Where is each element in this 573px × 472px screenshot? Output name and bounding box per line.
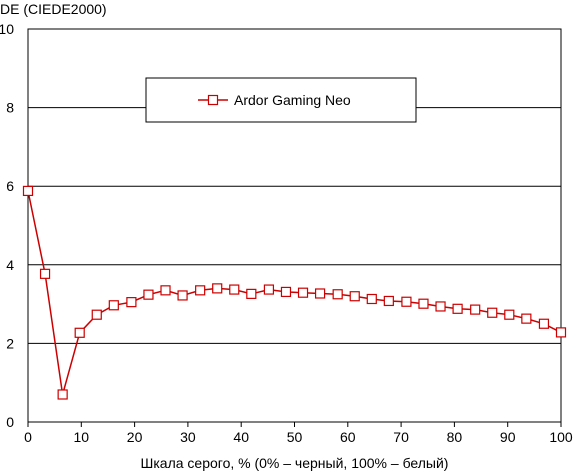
data-point-marker (314, 288, 326, 299)
data-point-marker (521, 313, 532, 324)
y-axis-title: DE (CIEDE2000) (0, 1, 107, 17)
data-point-marker (383, 295, 394, 307)
series-layer (22, 185, 567, 400)
data-point-marker (108, 300, 119, 311)
data-point-marker (212, 283, 223, 294)
data-point-marker (91, 309, 102, 320)
data-point-marker (126, 297, 137, 308)
data-point-marker (263, 284, 275, 295)
x-tick-label: 10 (74, 429, 90, 445)
x-tick-label: 30 (180, 429, 196, 445)
y-tick-label: 2 (6, 335, 14, 351)
data-point-marker (39, 268, 51, 279)
data-point-marker (280, 286, 292, 298)
data-point-marker (229, 284, 240, 295)
x-tick-label: 0 (24, 429, 32, 445)
data-point-marker (143, 289, 154, 300)
y-axis-ticks: 0 2 4 6 8 10 (0, 21, 14, 430)
y-tick-label: 4 (6, 257, 14, 273)
x-axis-ticks: 0 10 20 30 40 50 60 70 80 90 100 (24, 422, 573, 445)
x-tick-label: 100 (549, 429, 573, 445)
data-point-marker (504, 309, 515, 320)
x-tick-label: 90 (500, 429, 516, 445)
data-point-marker (487, 307, 498, 318)
legend: Ardor Gaming Neo (145, 77, 417, 123)
data-point-marker (195, 285, 206, 296)
data-point-marker (177, 290, 188, 301)
legend-box (145, 77, 417, 123)
data-point-marker (332, 289, 343, 300)
data-point-marker (401, 296, 412, 307)
data-point-marker (22, 185, 34, 197)
x-tick-label: 70 (393, 429, 409, 445)
x-tick-label: 60 (340, 429, 356, 445)
y-tick-label: 0 (6, 414, 14, 430)
legend-marker (207, 94, 219, 106)
data-point-marker (74, 327, 85, 338)
y-tick-label: 10 (0, 21, 14, 37)
data-point-marker (555, 327, 567, 338)
x-axis-title: Шкала серого, % (0% – черный, 100% – бел… (141, 455, 449, 471)
data-point-marker (538, 318, 550, 329)
x-tick-label: 20 (127, 429, 143, 445)
y-tick-label: 6 (6, 178, 14, 194)
data-point-marker (57, 389, 68, 400)
data-point-marker (349, 291, 360, 302)
x-tick-label: 40 (233, 429, 249, 445)
data-point-marker (418, 298, 429, 309)
data-point-marker (246, 288, 257, 299)
series-line (27, 190, 562, 395)
y-tick-label: 8 (6, 100, 14, 116)
x-tick-label: 80 (447, 429, 463, 445)
data-point-marker (435, 301, 446, 312)
x-tick-label: 50 (287, 429, 303, 445)
data-point-marker (297, 287, 309, 298)
data-point-marker (452, 303, 463, 314)
data-point-marker (470, 304, 481, 315)
data-point-marker (366, 293, 377, 305)
data-point-marker (160, 285, 171, 296)
legend-label: Ardor Gaming Neo (234, 92, 351, 108)
